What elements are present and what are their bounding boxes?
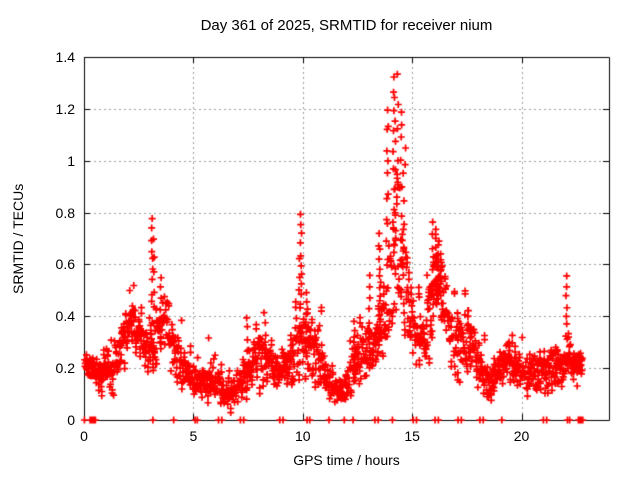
x-tick-label: 10 — [294, 428, 311, 444]
x-tick-label: 20 — [513, 428, 530, 444]
y-tick-label: 0.2 — [55, 360, 75, 377]
y-tick-label: 1.2 — [55, 100, 75, 117]
x-tick-label: 15 — [404, 428, 420, 444]
y-tick-label: 0 — [67, 412, 75, 428]
x-tick-label: 0 — [80, 428, 88, 444]
y-tick-label: 1.4 — [55, 49, 75, 65]
y-tick-label: 0.8 — [55, 204, 75, 221]
x-tick-label: 5 — [189, 428, 198, 444]
y-tick-label: 1 — [67, 152, 75, 169]
y-tick-label: 0.4 — [55, 308, 75, 325]
y-tick-label: 0.6 — [55, 256, 75, 273]
chart-title: Day 361 of 2025, SRMTID for receiver niu… — [200, 17, 493, 34]
x-axis-label: GPS time / hours — [293, 452, 400, 468]
